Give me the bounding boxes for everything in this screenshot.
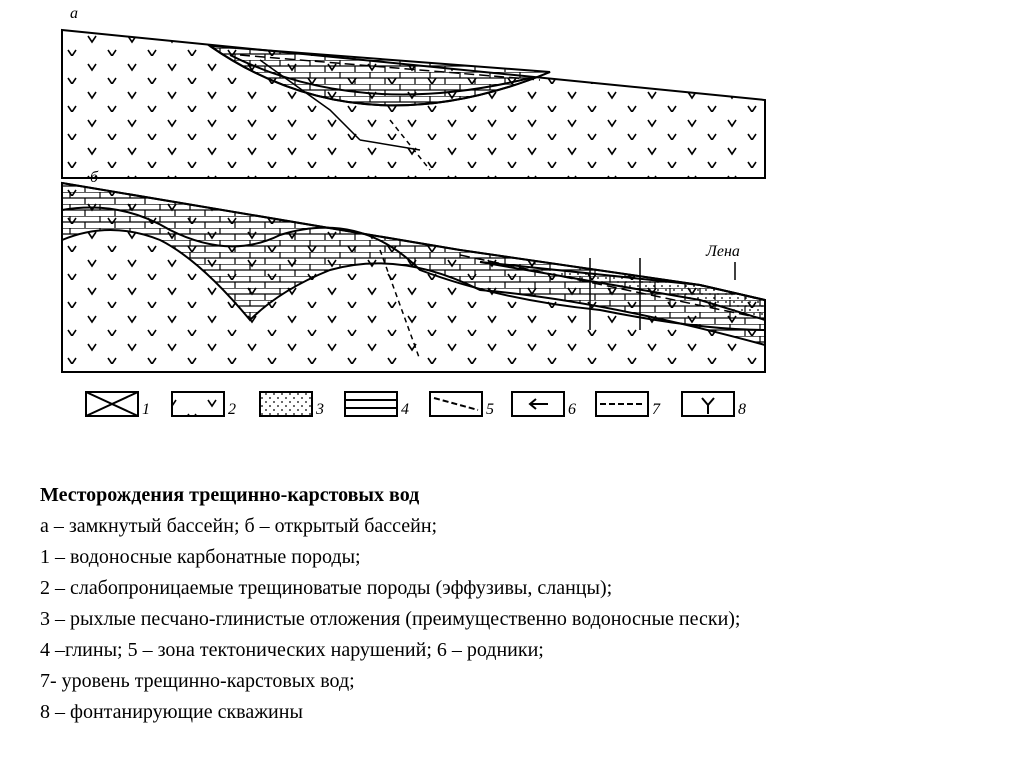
legend-number: 1 [142, 401, 150, 418]
legend-number: 7 [652, 401, 661, 418]
legend-number: 4 [401, 401, 409, 418]
caption-line: 3 – рыхлые песчано-глинистые отложения (… [40, 608, 741, 630]
legend-number: 8 [738, 401, 746, 418]
legend: 1 2 3 4 5 6 7 8 [85, 391, 746, 418]
panel-label: а [70, 5, 78, 22]
caption-line: а – замкнутый бассейн; б – открытый басс… [40, 515, 438, 537]
river-label: Лена [705, 243, 740, 260]
legend-number: 3 [315, 401, 324, 418]
panel-a: а [61, 5, 766, 179]
geology-diagram: а б Лена 1 2 3 4 5 6 7 8 [61, 5, 766, 418]
caption: Месторождения трещинно-карстовых вод а –… [40, 480, 741, 728]
panel-b: б Лена [61, 169, 766, 373]
caption-line: 1 – водоносные карбонатные породы; [40, 546, 361, 568]
caption-line: 2 – слабопроницаемые трещиноватые породы… [40, 577, 613, 599]
caption-line: 8 – фонтанирующие скважины [40, 701, 303, 723]
caption-line: 4 –глины; 5 – зона тектонических нарушен… [40, 639, 544, 661]
legend-number: 6 [568, 401, 576, 418]
legend-number: 2 [228, 401, 236, 418]
caption-line: 7- уровень трещинно-карстовых вод; [40, 670, 355, 692]
panel-label: б [90, 169, 99, 186]
legend-number: 5 [486, 401, 494, 418]
caption-title: Месторождения трещинно-карстовых вод [40, 484, 420, 506]
